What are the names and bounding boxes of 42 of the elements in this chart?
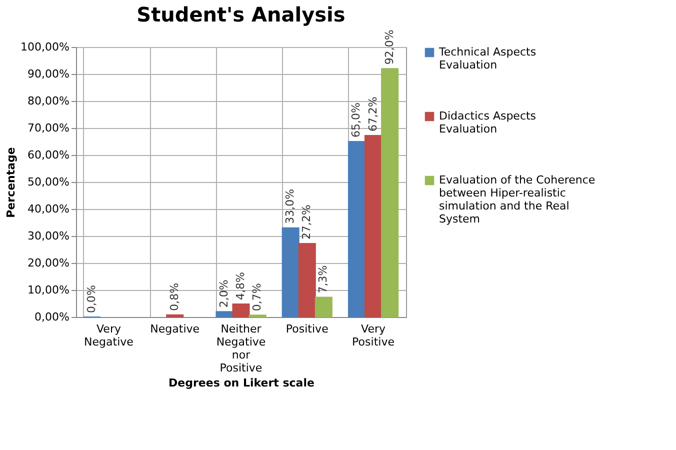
y-tick-label: 50,00% xyxy=(28,176,70,188)
data-label: 65,0% xyxy=(350,102,363,138)
x-tick-label: Negative xyxy=(150,322,200,336)
y-tick-label: 90,00% xyxy=(28,68,70,80)
y-tick-label: 80,00% xyxy=(28,94,70,108)
y-tick-label: 10,00% xyxy=(28,284,70,296)
legend-label: Technical Aspects Evaluation xyxy=(438,46,536,72)
x-tick-label: Neither Negative nor Positive xyxy=(216,322,266,374)
y-tick-label: 30,00% xyxy=(28,230,70,242)
bar xyxy=(364,135,382,318)
y-tick-label: 20,00% xyxy=(28,256,70,270)
data-label: 33,0% xyxy=(284,188,297,224)
data-label: 4,8% xyxy=(234,272,247,300)
data-label: 2,0% xyxy=(217,280,230,308)
x-axis-title: Degrees on Likert scale xyxy=(168,376,314,390)
y-tick-label: 0,00% xyxy=(34,310,70,324)
bar xyxy=(298,243,316,318)
data-label: 0,7% xyxy=(250,283,264,312)
data-label: 0,8% xyxy=(168,282,181,311)
y-tick-label: 70,00% xyxy=(28,122,70,134)
bar xyxy=(216,311,234,318)
data-label: 67,2% xyxy=(366,96,380,132)
bar xyxy=(381,68,399,318)
data-label: 92,0% xyxy=(382,30,396,65)
data-label: 0,0% xyxy=(85,285,98,313)
y-tick-label: 60,00% xyxy=(28,148,70,162)
bar xyxy=(282,227,300,318)
y-tick-label: 100,00% xyxy=(20,40,70,54)
bar xyxy=(232,304,250,318)
data-label: 27,2% xyxy=(300,204,314,240)
y-axis-title: Percentage xyxy=(4,147,18,218)
x-tick-label: Very Negative xyxy=(84,322,134,348)
bar xyxy=(348,141,366,318)
bar xyxy=(314,296,332,318)
legend-label: Didactics Aspects Evaluation xyxy=(439,110,536,136)
chart-title: Student's Analysis xyxy=(136,2,346,27)
bar xyxy=(166,314,184,318)
data-label: 7,3% xyxy=(316,265,330,294)
y-tick-label: 40,00% xyxy=(28,202,70,216)
x-tick-label: Very Positive xyxy=(352,322,395,348)
x-tick-label: Positive xyxy=(286,322,329,336)
legend-label: Evaluation of the Coherence between Hiper-realistic simulation and the Real System xyxy=(439,174,596,226)
